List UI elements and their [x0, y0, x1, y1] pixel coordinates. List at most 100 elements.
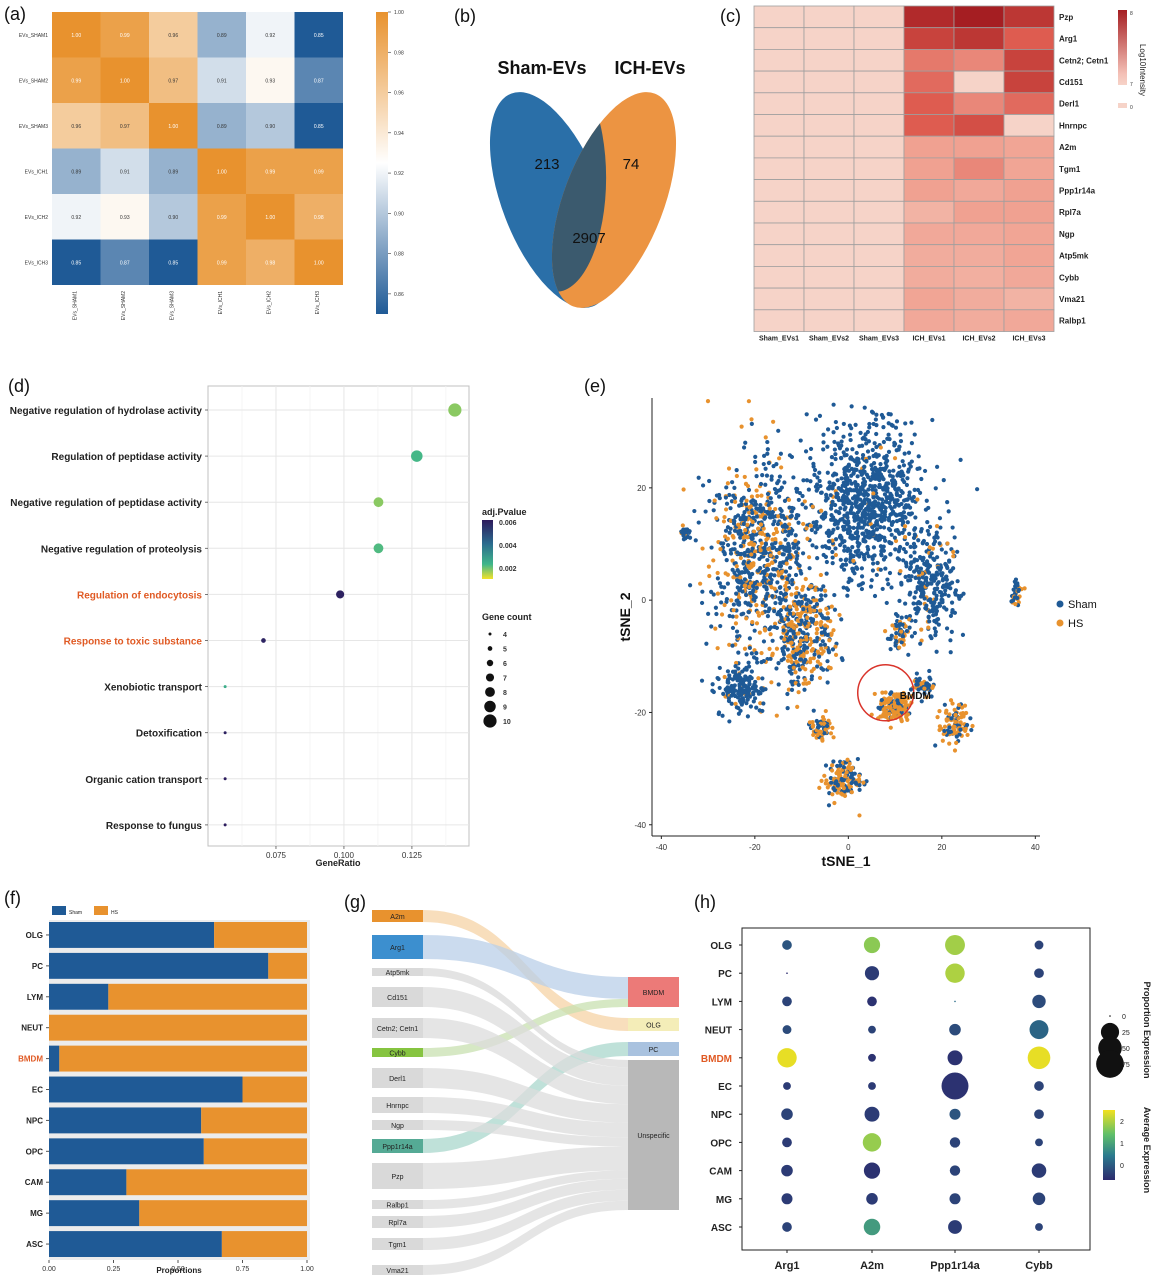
cell-point	[887, 570, 893, 576]
cell-point	[882, 467, 887, 473]
cell-point	[796, 682, 801, 688]
cell-point	[845, 515, 850, 520]
cell-point	[774, 490, 779, 496]
cell-value: 0.92	[71, 215, 81, 221]
cell-point	[789, 659, 794, 665]
cell-point	[812, 467, 818, 473]
go-point	[336, 590, 345, 599]
cell-point	[848, 437, 853, 443]
venn-only-a: 213	[534, 156, 559, 173]
cell-point	[858, 491, 864, 496]
cell-point	[719, 612, 725, 617]
heatmap-cell	[853, 27, 905, 50]
cell-point	[889, 585, 894, 590]
cell-point	[916, 570, 922, 575]
xtick-label: 0.00	[42, 1266, 56, 1273]
cell-point	[793, 538, 798, 544]
cell-point	[949, 568, 954, 573]
cell-point	[754, 705, 759, 710]
cell-point	[835, 525, 840, 531]
heatmap-cell	[294, 148, 343, 194]
cell-point	[844, 478, 849, 484]
cell-point	[865, 449, 871, 454]
cell-point	[887, 500, 892, 506]
cell-point	[901, 463, 907, 468]
colorbar-tick-label: 0.86	[394, 292, 404, 298]
cell-point	[750, 590, 755, 595]
cell-point	[782, 637, 787, 642]
size-legend-label: 4	[503, 632, 507, 639]
cell-point	[1013, 601, 1018, 607]
expression-dot	[862, 1133, 882, 1152]
legend-label: HS	[111, 910, 119, 916]
cell-point	[884, 481, 889, 486]
cell-point	[810, 617, 816, 622]
cell-point	[800, 665, 805, 670]
cell-point	[765, 591, 770, 596]
cell-point	[915, 497, 920, 502]
xtick-label: 0.125	[402, 851, 423, 860]
cell-point	[803, 449, 809, 454]
heatmap-cell	[52, 239, 101, 285]
heatmap-cell	[1003, 287, 1055, 311]
cell-point	[824, 606, 829, 611]
cell-point	[767, 574, 773, 580]
cell-point	[947, 712, 952, 717]
cell-point	[827, 638, 832, 643]
heatmap-cell	[246, 194, 295, 240]
cell-value: 0.99	[217, 215, 227, 221]
heatmap-cell	[853, 244, 905, 267]
cell-point	[830, 763, 835, 768]
size-legend-dot	[487, 646, 493, 651]
cell-point	[798, 649, 803, 654]
cell-point	[725, 669, 731, 674]
row-label: Atp5mk	[1059, 252, 1089, 261]
cell-point	[754, 656, 759, 661]
cell-point	[894, 519, 900, 524]
cell-point	[958, 720, 963, 725]
cell-value: 0.87	[120, 260, 130, 266]
cell-point	[801, 606, 806, 612]
cell-point	[968, 716, 973, 721]
cell-value: 0.91	[217, 78, 227, 84]
cell-value: 0.97	[168, 78, 178, 84]
cell-point	[902, 451, 907, 456]
cell-point	[804, 526, 809, 531]
cell-point	[940, 585, 946, 590]
heatmap-cell	[1003, 92, 1055, 115]
cell-point	[778, 612, 783, 618]
cell-point	[846, 579, 851, 585]
cell-point	[729, 685, 734, 691]
heatmap-cell	[803, 157, 855, 180]
cell-point	[805, 624, 810, 629]
cell-point	[836, 495, 841, 500]
cell-point	[953, 592, 958, 597]
cell-type-label: NEUT	[705, 1026, 732, 1037]
sankey-flow	[423, 935, 628, 999]
cell-point	[824, 559, 829, 565]
cell-point	[699, 678, 705, 683]
cell-point	[793, 572, 799, 578]
cell-point	[880, 415, 886, 420]
cell-point	[778, 601, 783, 606]
cell-point	[952, 535, 957, 540]
cell-point	[770, 593, 775, 599]
cell-point	[912, 595, 917, 600]
cell-point	[731, 608, 736, 613]
cell-point	[817, 675, 823, 681]
heatmap-cell	[149, 148, 198, 194]
cell-value: 0.85	[71, 260, 81, 266]
cell-point	[891, 468, 896, 473]
cell-point	[863, 432, 868, 437]
cell-point	[731, 602, 736, 607]
cell-point	[776, 478, 781, 484]
cell-point	[715, 576, 720, 581]
cell-point	[763, 435, 768, 440]
size-legend-label: 5	[503, 647, 507, 654]
cell-point	[870, 568, 876, 573]
cell-point	[894, 693, 899, 698]
cell-point	[856, 544, 861, 549]
cell-point	[902, 535, 908, 540]
col-label: EVs_ICH2	[266, 291, 272, 315]
